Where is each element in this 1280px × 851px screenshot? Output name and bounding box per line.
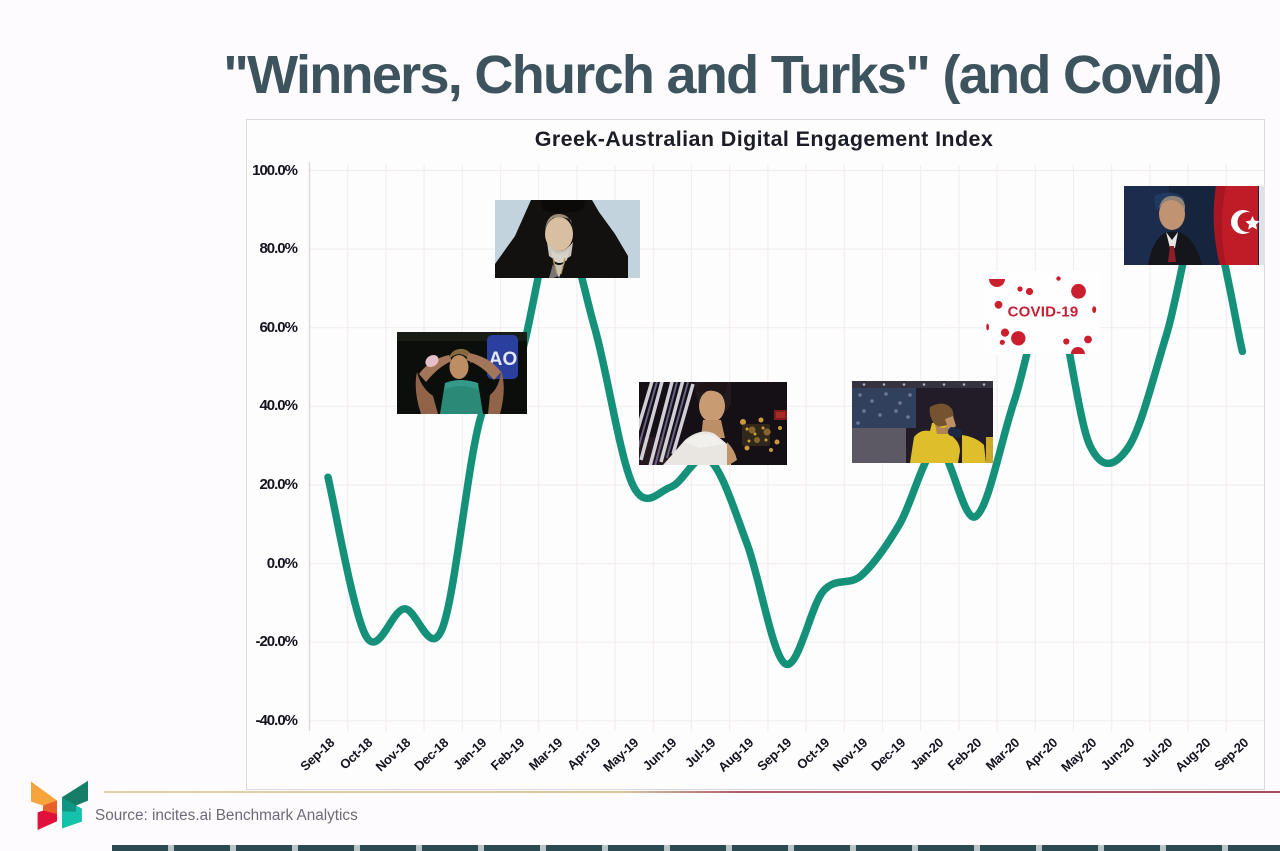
svg-text:COVID-19: COVID-19 (1008, 304, 1079, 321)
svg-text:AO: AO (489, 349, 518, 370)
